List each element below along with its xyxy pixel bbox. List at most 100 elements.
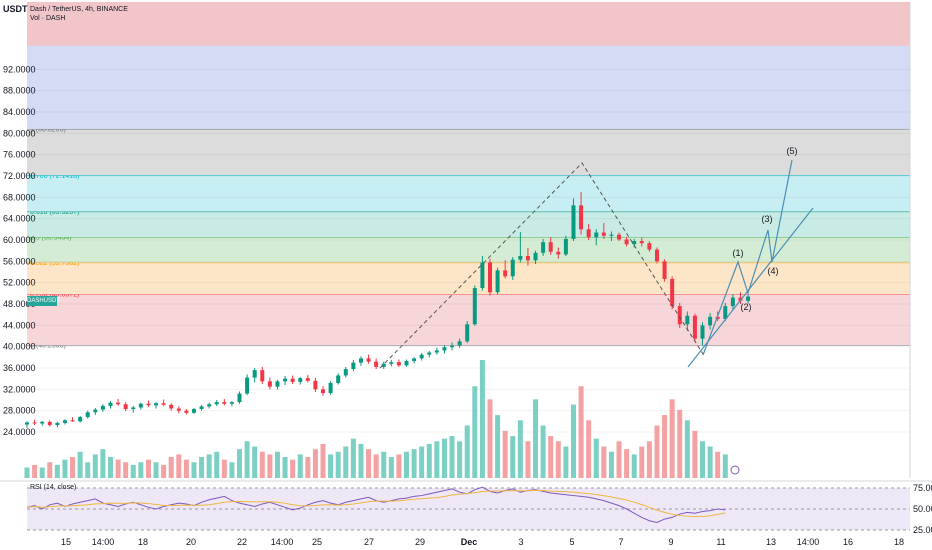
volume-bar (206, 454, 212, 478)
candle-body (617, 234, 622, 240)
channel-line (687, 207, 814, 368)
candle-body (25, 422, 29, 425)
fib-label: 0.382 (55.7582) (30, 260, 79, 267)
y-tick-label: 24.0000 (3, 427, 36, 437)
volume-bar (199, 457, 205, 478)
candle-body (245, 377, 250, 394)
volume-bar (282, 457, 288, 478)
fib-label: 0.786 (72.1418) (30, 173, 79, 180)
volume-bar (722, 454, 728, 478)
candle-body (708, 316, 713, 326)
volume-bar (426, 443, 432, 478)
volume-bar (570, 404, 576, 478)
candle-body (556, 251, 561, 255)
volume-bar (434, 441, 440, 478)
volume-bar (578, 386, 584, 478)
candle-body (487, 262, 492, 293)
y-tick-label: 76.0000 (3, 150, 36, 160)
volume-bar (700, 441, 706, 478)
y-tick-label: 84.0000 (3, 107, 36, 117)
volume-bar (312, 449, 318, 478)
elliott-label: (1) (733, 248, 744, 258)
rsi-line (26, 486, 726, 523)
volume-bar (472, 386, 478, 478)
volume-bar (479, 360, 485, 478)
candle-body (670, 278, 675, 307)
volume-bar (540, 425, 546, 478)
fib-band (27, 44, 910, 129)
candle-body (32, 422, 37, 424)
candle-body (131, 407, 136, 410)
axis-currency-label: USDT (3, 4, 28, 14)
candle-body (351, 362, 356, 370)
y-tick-label: 32.0000 (3, 384, 36, 394)
candle-body (503, 270, 508, 277)
candle-body (374, 361, 379, 367)
volume-bar (130, 464, 136, 478)
candle-body (267, 381, 272, 387)
volume-bar (24, 467, 30, 478)
x-tick-label: 14:00 (271, 537, 294, 547)
fib-band (27, 237, 910, 263)
candle-body (723, 306, 728, 319)
volume-bar (115, 459, 121, 478)
candle-body (70, 420, 75, 422)
candle-body (639, 241, 644, 244)
candle-body (191, 409, 196, 413)
fib-label: 0 (40.2665) (30, 343, 66, 350)
volume-bar (305, 457, 311, 478)
volume-bar (259, 451, 265, 478)
candle-body (93, 409, 98, 413)
volume-bar (441, 438, 447, 478)
volume-bar (297, 454, 303, 478)
candle-body (510, 259, 515, 277)
y-tick-label: 36.0000 (3, 363, 36, 373)
volume-bar (457, 441, 463, 478)
elliott-label: (4) (768, 266, 779, 276)
x-tick-label: 14:00 (797, 537, 820, 547)
candle-body (525, 256, 530, 261)
candle-body (199, 406, 204, 410)
candle-body (427, 352, 432, 355)
volume-bar (123, 462, 129, 478)
rsi-tick-label: 50.00 (913, 504, 932, 514)
volume-bar (85, 462, 91, 478)
candle-body (328, 382, 333, 394)
volume-bar (168, 457, 174, 478)
candle-body (313, 380, 318, 390)
volume-bar (54, 464, 60, 478)
candle-body (715, 316, 720, 319)
volume-bar (77, 451, 83, 478)
candle-body (207, 404, 212, 407)
x-tick-label: 29 (415, 537, 425, 547)
candle-body (434, 350, 439, 353)
candle-body (100, 405, 105, 410)
candle-body (419, 354, 424, 359)
x-tick-label: Dec (461, 537, 478, 547)
volume-bar (366, 449, 372, 478)
candle-body (275, 381, 280, 387)
volume-bar (244, 441, 250, 478)
candle-body (161, 403, 166, 405)
x-tick-label: 11 (716, 537, 725, 547)
candle-body (571, 205, 576, 239)
volume-bar (191, 462, 197, 478)
fib-band (27, 175, 910, 212)
volume-bar (396, 454, 402, 478)
candle-body (700, 325, 705, 339)
candle-body (154, 403, 159, 406)
volume-bar (373, 454, 379, 478)
x-tick-label: 25 (312, 537, 322, 547)
volume-bar (100, 449, 106, 478)
volume-bar (631, 454, 637, 478)
rsi-tick-label: 25.00 (913, 525, 932, 535)
y-tick-label: 52.0000 (3, 278, 36, 288)
volume-bar (502, 430, 508, 478)
y-tick-label: 44.0000 (3, 320, 36, 330)
candle-body (586, 229, 591, 238)
candle-body (730, 297, 735, 307)
candle-body (336, 375, 341, 383)
elliott-label: (5) (787, 146, 798, 156)
volume-bar (601, 446, 607, 478)
volume-bar (555, 441, 561, 478)
